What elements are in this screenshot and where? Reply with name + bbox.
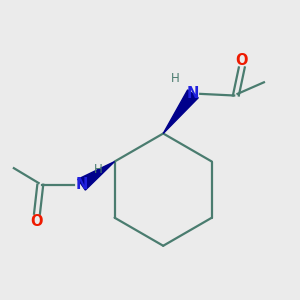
Text: N: N (187, 86, 199, 101)
Text: H: H (94, 163, 103, 176)
Text: O: O (31, 214, 43, 229)
Text: O: O (236, 53, 248, 68)
Polygon shape (163, 90, 198, 134)
Text: N: N (75, 177, 88, 192)
Text: H: H (170, 73, 179, 85)
Polygon shape (78, 162, 115, 190)
